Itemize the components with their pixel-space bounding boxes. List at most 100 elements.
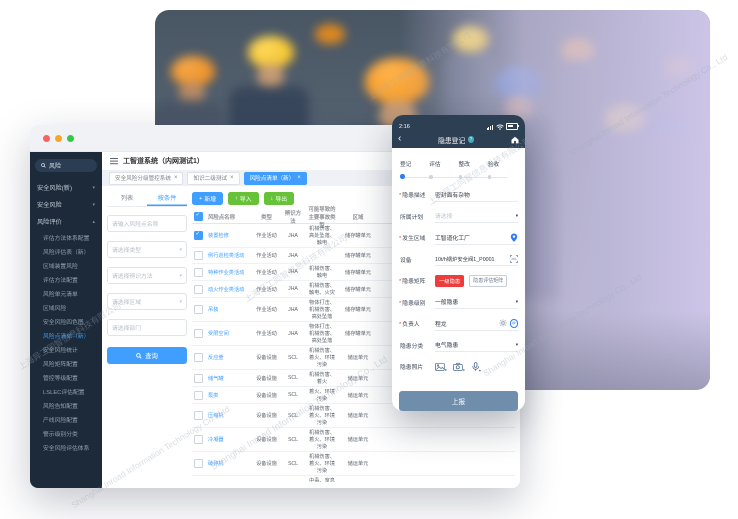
sidebar-item[interactable]: 评估方法体系配置 [30,230,102,244]
matrix-evaluate-button[interactable]: 隐患评估矩阵 [469,274,508,287]
sidebar-item[interactable]: 安全风险统计 [30,342,102,356]
risk-point-link[interactable]: 破碎机 [208,461,224,467]
risk-point-link[interactable]: 吊装 [208,307,219,313]
filter-tab[interactable]: 按条件 [147,192,187,206]
row-checkbox[interactable] [194,411,203,420]
row-checkbox[interactable] [194,267,203,277]
row-checkbox[interactable] [194,435,203,444]
sidebar-group-expanded[interactable]: 风险评价 ▴ [30,213,102,230]
field-label: 设备 [400,257,412,264]
close-icon[interactable]: × [230,175,234,181]
sidebar-item[interactable]: 安全风险评估体系 [30,440,102,454]
form-row-owner: *负责人 程龙 @ [399,313,518,335]
sidebar-search-input[interactable]: 风险 [35,159,97,172]
window-zoom-button[interactable] [67,134,74,142]
select-all-checkbox[interactable] [194,212,203,221]
risk-point-link[interactable]: 压缩机 [208,413,224,419]
risk-point-link[interactable]: 反应釜 [208,355,224,361]
sidebar-item[interactable]: 区域风险 [30,300,102,314]
close-icon[interactable]: × [297,175,301,181]
page-tab[interactable]: 知识二级测试 × [187,171,240,185]
contact-icon[interactable]: @ [509,319,518,328]
toolbar-button[interactable]: ↓ 导出 [263,192,295,205]
method-cell: SCL [287,354,299,361]
risk-point-link[interactable]: 动火作业类活动 [208,286,245,293]
sidebar-item[interactable]: 风险点清单（新） [30,328,102,342]
risk-point-link[interactable]: 储气罐 [208,375,224,382]
sidebar-item-label: 风险评估表（新） [43,249,90,256]
row-checkbox[interactable] [194,305,203,314]
back-icon[interactable]: ‹ [398,132,402,144]
matrix-level-button[interactable]: 一级隐患 [435,274,465,287]
steps-track [403,176,507,178]
row-checkbox[interactable] [194,390,203,400]
page-tab[interactable]: 安全风险分级管控系统 × [109,171,184,185]
worker-face [179,82,205,104]
area-input[interactable]: 工智道化工厂 [435,235,470,242]
row-checkbox[interactable] [194,329,203,338]
location-icon[interactable] [510,233,518,242]
sidebar-group-label: 安全风险 [37,202,62,209]
gear-icon[interactable] [498,319,507,327]
chevron-down-icon: ▾ [515,212,518,218]
phone-status-bar: 2:16 [392,115,525,131]
add-audio-mic-icon[interactable] [471,361,481,372]
page-tab[interactable]: 风险点清单（新） × [243,171,307,185]
window-minimize-button[interactable] [55,134,62,142]
row-checkbox[interactable] [194,284,203,294]
window-close-button[interactable] [43,134,50,142]
sidebar-item[interactable]: 警示级别分类 [30,426,102,440]
row-checkbox[interactable] [194,231,203,240]
search-button[interactable]: 查询 [107,347,187,364]
filter-field[interactable]: 请选择辨识方法 ▾ [107,267,187,284]
owner-input[interactable]: 程龙 [435,321,447,328]
risk-point-link[interactable]: 受限空间 [208,331,229,337]
column-header: 区域 [352,214,364,221]
device-input[interactable]: 10t/h锅炉安全阀1_P0001 [435,256,495,263]
plan-select[interactable]: 请选择 [435,214,453,221]
level-select[interactable]: 一般隐患 [435,300,459,307]
sidebar-item[interactable]: 风险评估表（新） [30,244,102,258]
row-checkbox[interactable] [194,459,203,468]
sidebar-item[interactable]: LSLEC评估配置 [30,384,102,398]
filter-field[interactable]: 请选择类型 ▾ [107,241,187,258]
info-icon[interactable]: ? [467,136,475,143]
risk-point-link[interactable]: 例行巡检类活动 [208,253,245,259]
row-checkbox[interactable] [194,373,203,383]
table-row: 储气罐 设备设施 SCL 机械伤害、着火 储运单元 [192,370,515,387]
submit-button[interactable]: 上报 [399,391,518,411]
risk-point-link[interactable]: 冷凝器 [208,437,224,443]
sidebar-group[interactable]: 安全风险(新) ▾ [30,179,102,196]
close-icon[interactable]: × [173,175,178,181]
sidebar-item[interactable]: 风险单元清单 [30,286,102,300]
filter-tab[interactable]: 列表 [120,195,134,202]
sidebar-item[interactable]: 管控等级配置 [30,370,102,384]
add-image-icon[interactable] [435,362,447,372]
risk-point-link[interactable]: 特种作业类活动 [208,269,245,276]
home-icon[interactable] [511,136,519,144]
sidebar-item[interactable]: 区域装置风险 [30,258,102,272]
filter-field[interactable]: 请选择区域 ▾ [107,293,187,310]
filter-field[interactable]: 请输入风险点名称 [107,215,187,232]
category-select[interactable]: 电气隐患 [435,343,459,350]
sidebar-item[interactable]: 评估方法配置 [30,272,102,286]
risk-point-link[interactable]: 泵类 [208,392,219,399]
sidebar-group[interactable]: 安全风险 ▾ [30,196,102,213]
row-checkbox[interactable] [194,251,203,260]
sidebar-item[interactable]: 产线风险配置 [30,412,102,426]
description-input[interactable]: 密封面有杂物 [435,192,470,199]
sidebar-item-label: 区域装置风险 [43,263,78,270]
filter-field[interactable]: 请选择部门 [107,319,187,336]
scan-icon[interactable] [510,254,518,263]
toolbar-button[interactable]: + 新增 [192,192,223,205]
sidebar-item-label: 区域风险 [43,305,67,312]
sidebar-item[interactable]: 风险告知配置 [30,398,102,412]
menu-icon[interactable] [110,157,118,160]
sidebar-item[interactable]: 风险矩阵配置 [30,356,102,370]
sidebar-item-label: 风险点清单（新） [43,333,90,340]
sidebar-item[interactable]: 安全风险四色图 [30,314,102,328]
risk-point-link[interactable]: 装置检修 [208,233,229,239]
toolbar-button[interactable]: ↑ 导入 [228,192,259,205]
add-photo-camera-icon[interactable] [453,362,465,372]
row-checkbox[interactable] [194,353,203,362]
